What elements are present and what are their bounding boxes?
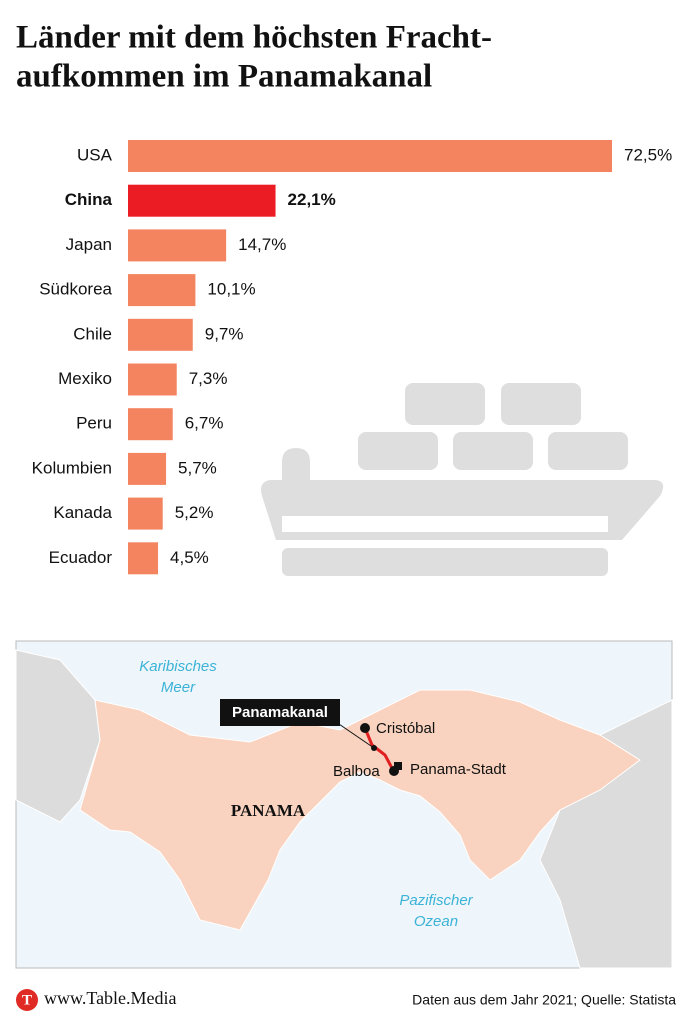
category-label: Peru xyxy=(76,414,112,433)
bar xyxy=(128,229,227,262)
category-label: Südkorea xyxy=(39,280,112,299)
canal-label-box xyxy=(220,699,340,726)
canal-label: Panamakanal xyxy=(232,704,328,721)
title-line: Länder mit dem höchsten Fracht- xyxy=(16,20,492,56)
value-label: 5,2% xyxy=(175,503,214,522)
leader-line xyxy=(335,721,375,749)
bar xyxy=(128,318,193,351)
value-label: 6,7% xyxy=(185,414,224,433)
sea-label: Ozean xyxy=(414,913,458,930)
category-label: Mexiko xyxy=(58,369,112,388)
bar xyxy=(128,140,612,172)
category-label: Kolumbien xyxy=(32,458,112,477)
value-label: 5,7% xyxy=(178,458,217,477)
land xyxy=(15,649,101,823)
bar xyxy=(128,452,167,485)
value-label: 72,5% xyxy=(624,145,672,164)
category-label: Kanada xyxy=(53,503,112,522)
land xyxy=(539,699,673,969)
sea-label: Meer xyxy=(161,679,196,696)
bar xyxy=(128,184,276,217)
value-label: 9,7% xyxy=(205,324,244,343)
bar xyxy=(128,497,163,530)
land-panama xyxy=(79,689,641,931)
value-label: 14,7% xyxy=(238,235,286,254)
bar xyxy=(128,542,159,575)
value-label: 7,3% xyxy=(189,369,228,388)
city-label: Panama-Stadt xyxy=(410,761,507,778)
logo-letter: T xyxy=(22,992,32,1008)
category-label: USA xyxy=(77,145,113,164)
city-label: Balboa xyxy=(333,763,380,780)
bar xyxy=(128,274,196,307)
bar xyxy=(128,408,173,441)
value-label: 4,5% xyxy=(170,548,209,567)
country-label: PANAMA xyxy=(231,801,306,820)
city-dot xyxy=(371,745,377,751)
city-label: Cristóbal xyxy=(376,720,435,737)
capital-mark xyxy=(394,762,402,770)
value-label: 10,1% xyxy=(207,280,255,299)
logo xyxy=(16,989,38,1011)
category-label: China xyxy=(65,190,113,209)
canal xyxy=(363,727,395,771)
bar xyxy=(128,363,177,396)
value-label: 22,1% xyxy=(288,190,336,209)
category-label: Chile xyxy=(73,324,112,343)
map: Panamakanal Cristóbal Balboa Panama-Stad… xyxy=(15,640,673,969)
city-dot xyxy=(360,723,370,733)
sea-label: Karibisches xyxy=(139,658,217,675)
sea-label: Pazifischer xyxy=(399,892,473,909)
category-label: Japan xyxy=(66,235,112,254)
ship-icon xyxy=(261,383,664,576)
site: www.Table.Media xyxy=(44,988,177,1008)
title-line: aufkommen im Panamakanal xyxy=(16,59,432,95)
source: Daten aus dem Jahr 2021; Quelle: Statist… xyxy=(412,992,676,1008)
category-label: Ecuador xyxy=(49,548,113,567)
